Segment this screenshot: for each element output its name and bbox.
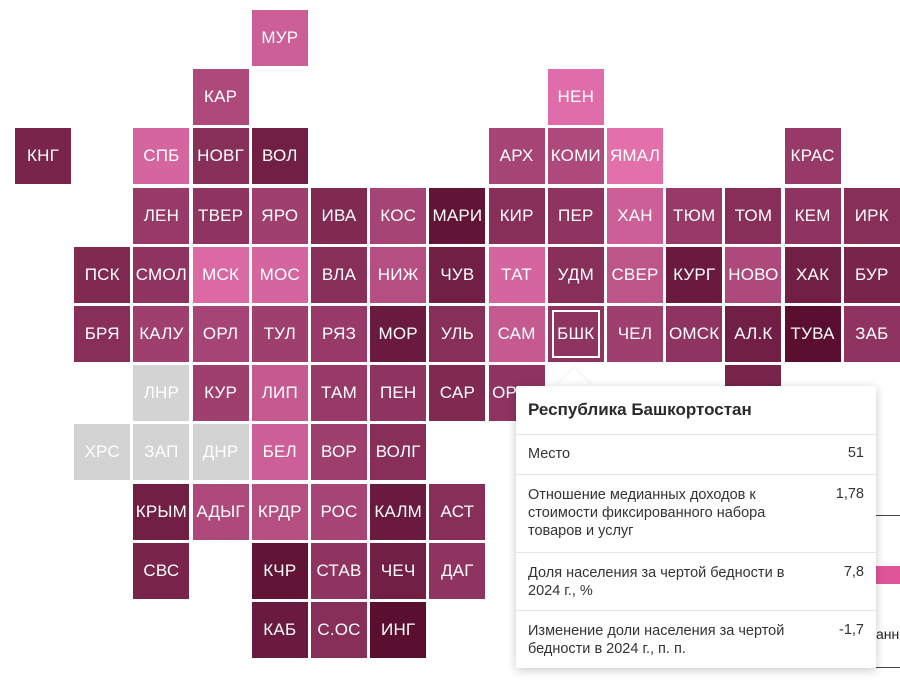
region-tile-23[interactable]: ИРК [843,187,900,244]
region-tile-76[interactable]: ДАГ [429,542,486,599]
region-tile-52[interactable]: ЛНР [133,365,190,422]
region-tile-27[interactable]: МОС [251,246,308,303]
region-tile-53[interactable]: КУР [192,365,249,422]
tooltip-value: -1,7 [839,622,864,638]
region-tile-16[interactable]: МАРИ [429,187,486,244]
region-tile-25[interactable]: СМОЛ [133,246,190,303]
region-tile-5[interactable]: НОВГ [192,128,249,185]
region-tile-10[interactable]: КРАС [784,128,841,185]
region-tile-34[interactable]: КУРГ [666,246,723,303]
region-tile-54[interactable]: ЛИП [251,365,308,422]
region-tile-3[interactable]: КНГ [15,128,71,185]
region-tile-33[interactable]: СВЕР [607,246,663,303]
region-tile-31[interactable]: ТАТ [488,246,545,303]
region-tile-11[interactable]: ЛЕН [133,187,190,244]
region-tile-28[interactable]: ВЛА [311,246,367,303]
region-tile-44[interactable]: УЛЬ [429,306,486,362]
region-tile-43[interactable]: МОР [370,306,427,362]
tooltip-value: 7,8 [843,564,864,580]
region-tile-9[interactable]: ЯМАЛ [607,128,663,185]
tooltip-label: Отношение медианных доходов к стоимости … [528,487,766,539]
region-tile-4[interactable]: СПБ [133,128,190,185]
region-tile-38[interactable]: БРЯ [74,306,131,362]
region-tile-18[interactable]: ПЕР [547,187,604,244]
region-tile-35[interactable]: НОВО [725,246,782,303]
region-tile-75[interactable]: ЧЕЧ [370,542,427,599]
region-tile-14[interactable]: ИВА [311,187,367,244]
region-tooltip: Республика Башкортостан Место 51 Отношен… [516,386,876,668]
region-tile-57[interactable]: САР [429,365,486,422]
region-tile-74[interactable]: СТАВ [311,542,367,599]
region-tile-0[interactable]: МУР [251,10,308,66]
tooltip-row-income-ratio: Отношение медианных доходов к стоимости … [516,474,876,553]
tooltip-row-poverty-change: Изменение доли населения за чертой бедно… [516,610,876,669]
legend-line [876,667,900,668]
region-tile-55[interactable]: ТАМ [311,365,367,422]
region-tile-56[interactable]: ПЕН [370,365,427,422]
tooltip-value: 1,78 [835,486,864,502]
region-tile-49[interactable]: АЛ.К [725,306,782,362]
region-tile-47[interactable]: ЧЕЛ [607,306,663,362]
region-tile-1[interactable]: КАР [192,69,249,126]
region-tile-50[interactable]: ТУВА [784,306,841,362]
region-tile-39[interactable]: КАЛУ [133,306,190,362]
region-tile-13[interactable]: ЯРО [251,187,308,244]
region-tile-32[interactable]: УДМ [547,246,604,303]
tooltip-label: Доля населения за чертой бедности в 2024… [528,565,785,599]
tooltip-title: Республика Башкортостан [528,400,752,419]
legend-swatch [876,566,900,584]
region-tile-67[interactable]: АДЫГ [192,483,249,540]
legend-line [876,515,900,516]
region-tile-15[interactable]: КОС [370,187,427,244]
region-tile-41[interactable]: ТУЛ [251,306,308,362]
region-tile-6[interactable]: ВОЛ [251,128,308,185]
region-tile-72[interactable]: СВС [133,542,190,599]
tooltip-value: 51 [847,445,864,461]
region-tile-61[interactable]: ЗАП [133,424,190,481]
tooltip-row-poverty-share: Доля населения за чертой бедности в 2024… [516,552,876,611]
region-tile-64[interactable]: ВОР [311,424,367,481]
region-tile-21[interactable]: ТОМ [725,187,782,244]
region-tile-24[interactable]: ПСК [74,246,131,303]
region-tile-7[interactable]: АРХ [488,128,545,185]
region-tile-29[interactable]: НИЖ [370,246,427,303]
tooltip-pointer [556,368,592,386]
region-tile-70[interactable]: КАЛМ [370,483,427,540]
region-tile-45[interactable]: САМ [488,306,545,362]
region-tile-42[interactable]: РЯЗ [311,306,367,362]
region-tile-36[interactable]: ХАК [784,246,841,303]
legend-text-fragment: анн [876,626,900,642]
tooltip-label: Место [528,446,571,462]
tooltip-label: Изменение доли населения за чертой бедно… [528,623,785,657]
tooltip-row-rank: Место 51 [516,434,876,475]
region-tile-19[interactable]: ХАН [607,187,663,244]
region-tile-63[interactable]: БЕЛ [251,424,308,481]
region-tile-69[interactable]: РОС [311,483,367,540]
region-tile-65[interactable]: ВОЛГ [370,424,427,481]
region-tile-68[interactable]: КРДР [251,483,308,540]
region-tile-77[interactable]: КАБ [251,602,308,658]
region-tile-60[interactable]: ХРС [74,424,131,481]
region-tile-78[interactable]: С.ОС [311,602,367,658]
region-tile-37[interactable]: БУР [843,246,900,303]
region-tile-17[interactable]: КИР [488,187,545,244]
region-tile-46[interactable]: БШК [547,306,604,362]
region-tile-22[interactable]: КЕМ [784,187,841,244]
region-tile-62[interactable]: ДНР [192,424,249,481]
region-tile-2[interactable]: НЕН [547,69,604,126]
region-tile-26[interactable]: МСК [192,246,249,303]
region-tile-12[interactable]: ТВЕР [192,187,249,244]
region-tile-79[interactable]: ИНГ [370,602,427,658]
region-tile-73[interactable]: КЧР [251,542,308,599]
region-tile-40[interactable]: ОРЛ [192,306,249,362]
region-tile-51[interactable]: ЗАБ [843,306,900,362]
region-tile-48[interactable]: ОМСК [666,306,723,362]
region-tile-66[interactable]: КРЫМ [133,483,190,540]
region-tile-8[interactable]: КОМИ [547,128,604,185]
region-tile-30[interactable]: ЧУВ [429,246,486,303]
region-tile-20[interactable]: ТЮМ [666,187,723,244]
region-tile-71[interactable]: АСТ [429,483,486,540]
